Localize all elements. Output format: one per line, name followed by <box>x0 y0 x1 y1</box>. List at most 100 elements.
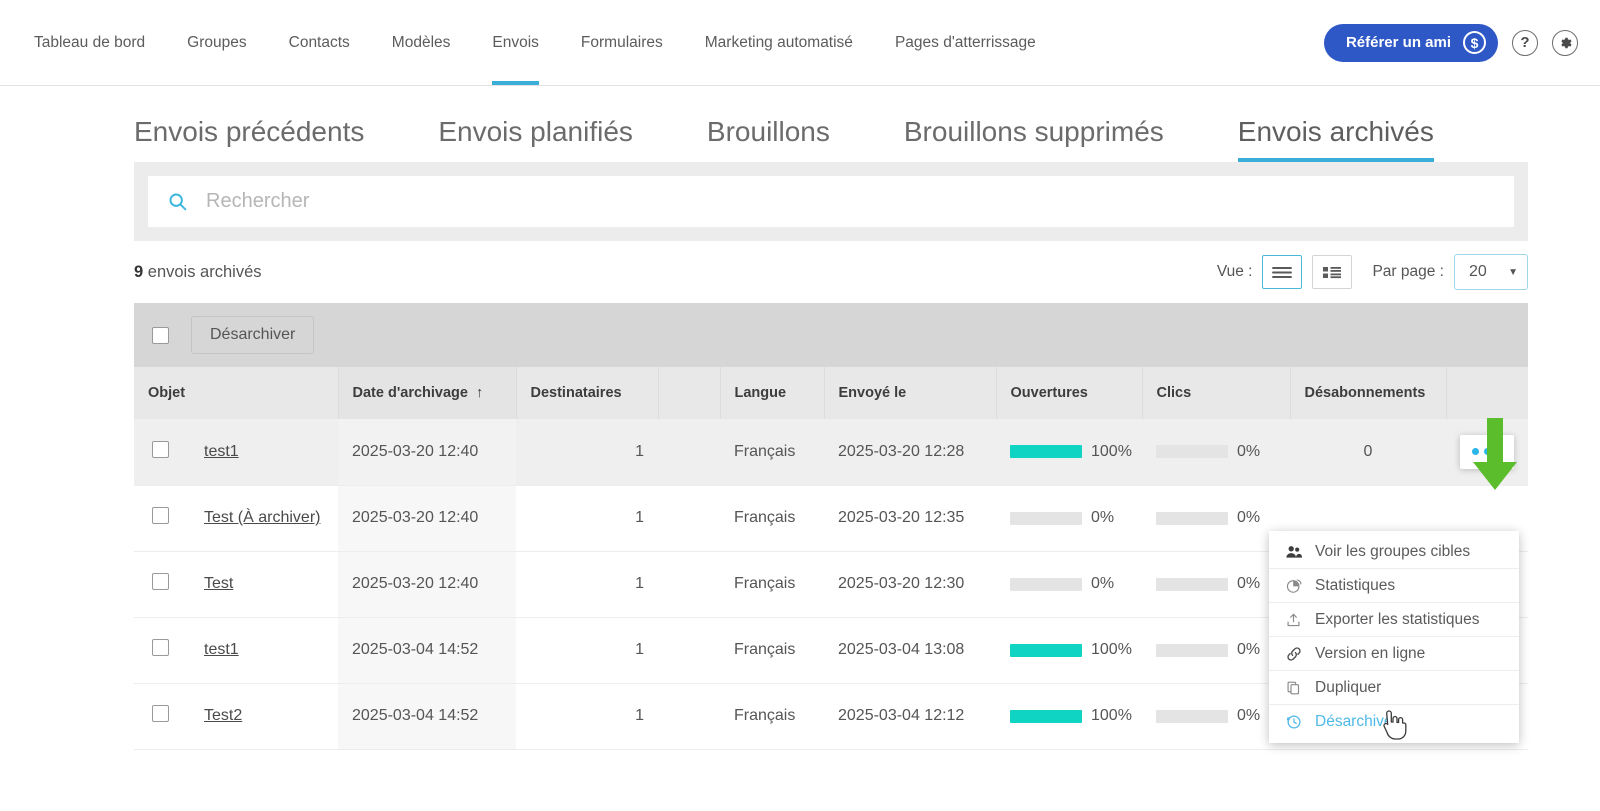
list-view-icon[interactable] <box>1262 255 1303 289</box>
column-header-label-8: Désabonnements <box>1304 385 1426 401</box>
cell-destinataires: 1 <box>516 683 658 750</box>
menu-item-4[interactable]: Dupliquer <box>1269 671 1519 705</box>
column-header-3[interactable] <box>658 367 721 419</box>
click-rate-bar <box>1156 445 1228 459</box>
cell-destinataires: 1 <box>516 551 658 618</box>
row-checkbox-cell <box>134 683 190 750</box>
nav-link-0[interactable]: Tableau de bord <box>34 34 146 51</box>
open-rate-bar <box>1010 577 1082 591</box>
menu-item-label-4: Dupliquer <box>1315 678 1382 696</box>
nav-link-4[interactable]: Envois <box>471 0 560 85</box>
cell-clics: 0% <box>1142 683 1290 750</box>
column-header-label-4: Langue <box>734 385 787 401</box>
cell-langue: Français <box>720 419 824 486</box>
cell-ouvertures: 100% <box>996 617 1142 684</box>
column-header-4[interactable]: Langue <box>720 367 825 419</box>
cell-objet: Test (À archiver) <box>190 485 338 552</box>
menu-dot-icon <box>1471 448 1479 456</box>
cell-spacer <box>658 419 720 486</box>
column-header-2[interactable]: Destinataires <box>516 367 659 419</box>
send-subject-link[interactable]: Test (À archiver) <box>204 509 321 526</box>
nav-link-3[interactable]: Modèles <box>391 34 451 51</box>
column-header-6[interactable]: Ouvertures <box>996 367 1143 419</box>
column-header-0[interactable]: Objet <box>134 367 339 419</box>
cell-clics: 0% <box>1142 485 1290 552</box>
menu-item-label-5: Désarchiver <box>1315 713 1398 730</box>
column-header-1[interactable]: Date d'archivage ↑ <box>338 367 517 419</box>
select-all-checkbox[interactable] <box>152 326 169 344</box>
send-subject-link[interactable]: Test <box>204 575 234 592</box>
bulk-unarchive-button[interactable]: Désarchiver <box>191 316 315 354</box>
archived-sends-table-area: Désarchiver Objet Date d'archivage ↑ Destin… <box>134 303 1528 750</box>
open-rate-bar <box>1010 643 1082 657</box>
cell-ouvertures: 100% <box>996 683 1142 750</box>
menu-item-5[interactable]: Désarchiver <box>1269 705 1519 739</box>
cell-clics: 0% <box>1142 419 1290 486</box>
send-subject-link[interactable]: test1 <box>204 442 239 460</box>
table-row[interactable]: Test (À archiver) 2025-03-20 12:40 1 França… <box>134 485 1528 552</box>
tab-1[interactable]: Envois planifiés <box>438 116 633 147</box>
column-header-9[interactable] <box>1446 367 1528 419</box>
row-checkbox[interactable] <box>152 573 169 590</box>
click-rate-bar <box>1156 577 1228 591</box>
gear-icon[interactable] <box>1552 29 1578 56</box>
row-checkbox[interactable] <box>152 440 169 458</box>
cell-ouvertures: 100% <box>996 419 1142 486</box>
column-header-7[interactable]: Clics <box>1142 367 1291 419</box>
menu-item-2[interactable]: Exporter les statistiques <box>1269 603 1519 637</box>
menu-item-label-0: Voir les groupes cibles <box>1315 542 1471 560</box>
hand-pointer-cursor <box>1381 709 1407 746</box>
archived-sends-table: Objet Date d'archivage ↑ Destinataires Langu… <box>134 367 1528 750</box>
help-icon[interactable]: ? <box>1512 29 1538 56</box>
table-row[interactable]: test1 2025-03-20 12:40 1 Français 2025-03-20… <box>134 419 1528 486</box>
cell-envoye-le: 2025-03-04 12:12 <box>824 683 996 750</box>
refer-a-friend-button[interactable]: Référer un ami $ <box>1323 23 1498 62</box>
nav-link-5[interactable]: Formulaires <box>580 34 663 51</box>
row-checkbox[interactable] <box>152 705 169 722</box>
cell-date-archivage: 2025-03-04 14:52 <box>338 617 516 684</box>
cell-objet: test1 <box>190 419 338 486</box>
cell-spacer <box>658 551 720 618</box>
row-checkbox-cell <box>134 617 190 684</box>
cell-clics-value: 0% <box>1237 641 1261 658</box>
tab-0[interactable]: Envois précédents <box>134 116 365 147</box>
green-down-arrow-annotation <box>1466 418 1524 501</box>
grid-view-icon[interactable] <box>1312 255 1353 289</box>
nav-link-2[interactable]: Contacts <box>288 34 350 51</box>
column-header-8[interactable]: Désabonnements <box>1290 367 1447 419</box>
column-header-5[interactable]: Envoyé le <box>824 367 997 419</box>
row-checkbox[interactable] <box>152 639 169 656</box>
cell-ouvertures: 0% <box>996 485 1142 552</box>
search-input[interactable] <box>204 189 1495 214</box>
menu-item-1[interactable]: Statistiques <box>1269 569 1519 603</box>
dollar-circle-icon: $ <box>1463 31 1486 54</box>
cell-ouvertures-value: 100% <box>1091 442 1132 460</box>
top-navigation-bar: Tableau de bord Groupes Contacts Modèles Env… <box>0 0 1600 86</box>
menu-item-label-1: Statistiques <box>1315 576 1396 594</box>
search-container <box>134 162 1528 241</box>
send-subject-link[interactable]: Test2 <box>204 707 243 724</box>
nav-link-7[interactable]: Pages d'atterrissage <box>894 34 1036 51</box>
menu-item-0[interactable]: Voir les groupes cibles <box>1269 535 1519 569</box>
cell-ouvertures: 0% <box>996 551 1142 618</box>
tab-2[interactable]: Brouillons <box>706 116 830 147</box>
row-actions-dropdown-menu[interactable]: Voir les groupes cibles Statistiques Expor… <box>1269 531 1519 743</box>
search-box[interactable] <box>148 176 1514 227</box>
nav-link-6[interactable]: Marketing automatisé <box>704 34 853 51</box>
tab-3[interactable]: Brouillons supprimés <box>903 116 1164 147</box>
users-icon <box>1285 545 1302 559</box>
per-page-select[interactable]: 20 ▼ <box>1454 254 1528 290</box>
sort-ascending-icon: ↑ <box>475 385 484 401</box>
cell-spacer <box>658 485 720 552</box>
tab-4[interactable]: Envois archivés <box>1237 116 1434 162</box>
main-nav-links: Tableau de bord Groupes Contacts Modèles Env… <box>0 0 1057 85</box>
column-header-label-1: Date d'archivage <box>352 385 468 401</box>
cell-clics-value: 0% <box>1237 707 1261 724</box>
cell-clics-value: 0% <box>1237 442 1261 460</box>
nav-link-1[interactable]: Groupes <box>187 34 247 51</box>
send-subject-link[interactable]: test1 <box>204 641 239 658</box>
open-rate-bar <box>1010 511 1082 525</box>
row-checkbox[interactable] <box>152 507 169 524</box>
menu-item-3[interactable]: Version en ligne <box>1269 637 1519 671</box>
menu-item-label-2: Exporter les statistiques <box>1315 610 1480 628</box>
